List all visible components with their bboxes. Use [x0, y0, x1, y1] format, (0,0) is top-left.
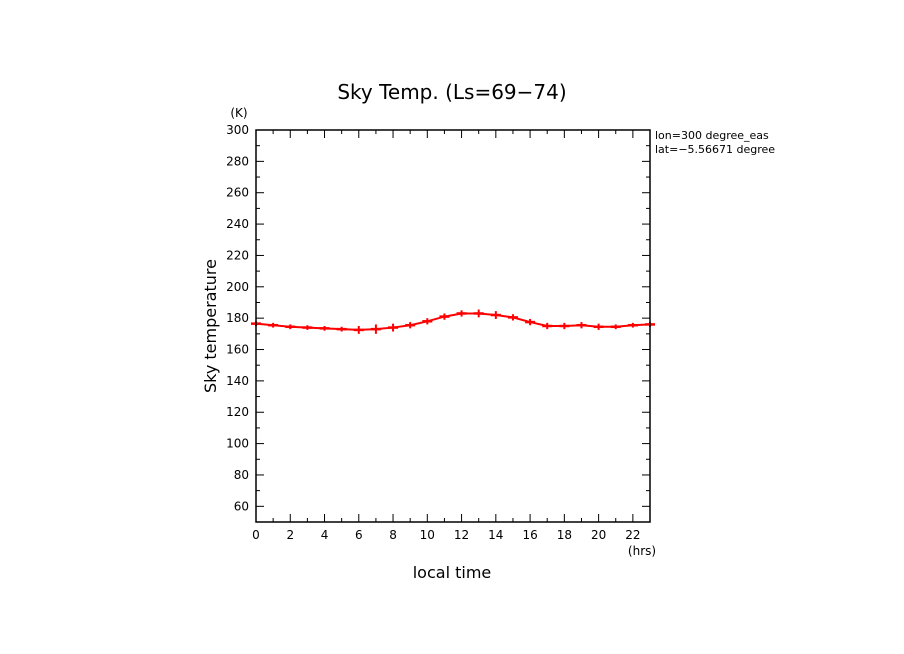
clip-mask	[780, 125, 840, 165]
chart-title: Sky Temp. (Ls=69−74)	[337, 80, 566, 104]
y-tick-label: 280	[226, 154, 249, 168]
x-tick-label: 18	[557, 528, 572, 542]
x-tick-label: 14	[488, 528, 503, 542]
x-tick-label: 16	[522, 528, 537, 542]
y-tick-label: 200	[226, 280, 249, 294]
y-tick-label: 260	[226, 186, 249, 200]
axes: 0 2 4 6 8 10 12 14 16 18 20 22 60 80 100 120 140 160 180 20…	[226, 123, 651, 542]
x-tick-label: 8	[389, 528, 397, 542]
y-tick-label: 180	[226, 311, 249, 325]
x-unit-label: (hrs)	[628, 544, 656, 558]
x-tick-label: 6	[355, 528, 363, 542]
y-tick-label: 100	[226, 437, 249, 451]
y-tick-label: 120	[226, 405, 249, 419]
x-tick-label: 0	[252, 528, 260, 542]
x-tick-label: 12	[454, 528, 469, 542]
series-line	[255, 312, 651, 331]
y-tick-label: 140	[226, 374, 249, 388]
x-tick-label: 2	[286, 528, 294, 542]
plot-frame	[255, 129, 651, 523]
x-axis-label: local time	[413, 563, 492, 582]
x-tick-label: 10	[420, 528, 435, 542]
annotation-lon: lon=300 degree_eas	[655, 129, 769, 142]
y-unit-label: (K)	[230, 106, 247, 120]
x-tick-label: 22	[625, 528, 640, 542]
x-tick-label: 4	[321, 528, 329, 542]
x-tick-label: 20	[591, 528, 606, 542]
y-tick-label: 300	[226, 123, 249, 137]
y-axis-label: Sky temperature	[201, 259, 220, 393]
plot-series	[251, 309, 655, 334]
y-tick-label: 240	[226, 217, 249, 231]
y-tick-label: 160	[226, 343, 249, 357]
y-tick-label: 60	[234, 499, 249, 513]
y-tick-label: 220	[226, 248, 249, 262]
annotation-lat: lat=−5.56671 degree	[655, 143, 775, 156]
y-tick-label: 80	[234, 468, 249, 482]
